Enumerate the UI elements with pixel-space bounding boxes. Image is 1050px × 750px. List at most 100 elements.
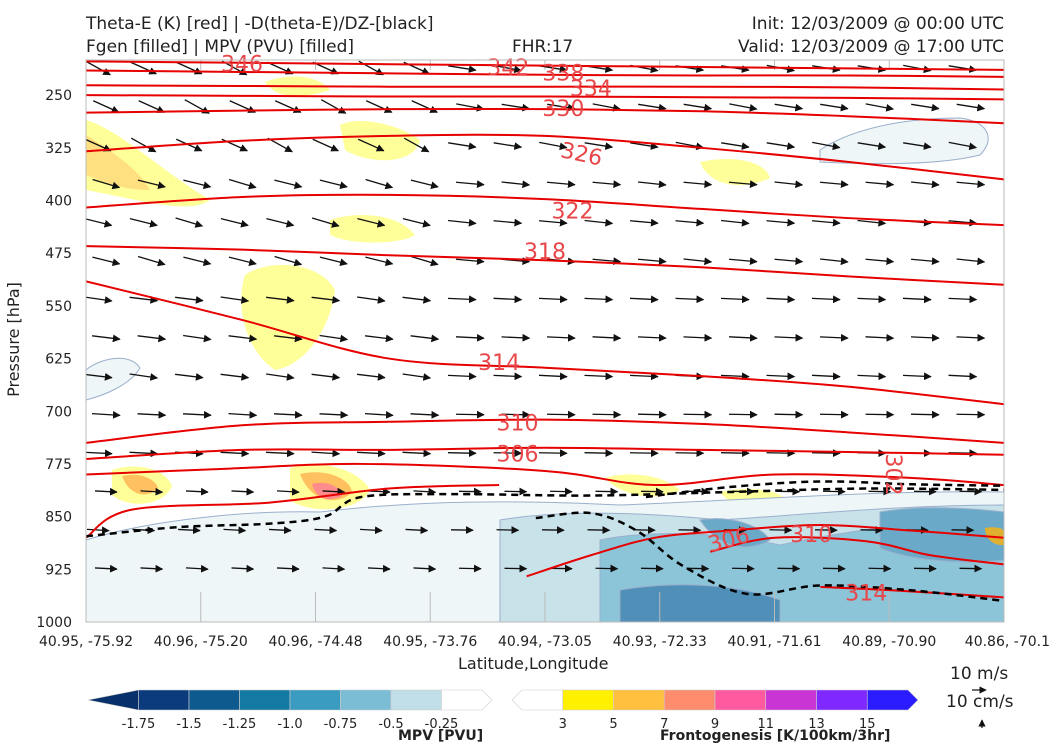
wind-vector xyxy=(410,334,440,343)
wind-vector xyxy=(175,217,204,228)
wind-vector xyxy=(319,410,349,419)
y-tick-label: 475 xyxy=(45,246,72,262)
wind-vector xyxy=(410,410,440,419)
wind-vector xyxy=(546,333,576,342)
y-tick-label: 400 xyxy=(45,194,72,210)
wind-vector xyxy=(766,372,796,381)
wind-vector xyxy=(322,564,346,573)
wind-vector xyxy=(584,295,614,304)
wind-vector xyxy=(865,333,895,342)
wind-vector xyxy=(812,141,841,151)
wind-vector xyxy=(137,179,166,189)
wind-vector xyxy=(405,526,429,535)
fgen-colorbar-tick: 7 xyxy=(660,717,668,732)
wind-vector xyxy=(312,138,339,152)
wind-vector xyxy=(538,372,568,381)
wind-vector xyxy=(357,296,386,304)
wind-vector xyxy=(911,103,940,112)
wind-vector xyxy=(183,334,212,343)
wind-vector xyxy=(276,564,300,573)
filled-fields xyxy=(86,76,1004,622)
wind-vector xyxy=(728,333,758,342)
wind-vector xyxy=(811,372,841,381)
wind-vector xyxy=(92,256,121,266)
wind-vector xyxy=(592,103,622,112)
wind-vector xyxy=(231,564,255,573)
wind-vector xyxy=(402,373,432,381)
wind-vector xyxy=(584,218,614,227)
wind-vector xyxy=(319,179,348,189)
fgen-colorbar-swatch xyxy=(613,689,665,711)
theta-e-contour xyxy=(86,133,1004,181)
contour-label: 310 xyxy=(496,411,538,436)
y-axis-label: Pressure [hPa] xyxy=(3,282,23,397)
wind-vector xyxy=(683,103,713,112)
wind-vector xyxy=(175,295,204,304)
wind-vector xyxy=(86,138,112,152)
wind-vector xyxy=(539,141,568,151)
y-tick-label: 625 xyxy=(45,352,72,368)
fgen-blob xyxy=(700,158,770,186)
contour-label: 330 xyxy=(542,97,584,122)
x-tick-label: 40.96, -74.48 xyxy=(268,634,362,650)
wind-vector xyxy=(274,255,303,267)
wind-vector xyxy=(948,295,978,304)
wind-vector xyxy=(365,100,393,113)
x-tick-label: 40.96, -75.20 xyxy=(154,634,248,650)
wind-vector xyxy=(410,179,439,189)
wind-vector xyxy=(910,333,940,342)
wind-vector xyxy=(129,449,159,458)
mpv-blob xyxy=(879,507,1004,563)
wind-vector xyxy=(138,100,165,113)
wind-vector xyxy=(86,449,113,458)
mpv-colorbar-swatch xyxy=(340,689,392,711)
wind-vector xyxy=(766,142,796,150)
plot-frame xyxy=(85,59,1005,623)
wind-vector xyxy=(902,372,932,381)
wind-vector xyxy=(402,449,432,458)
wind-vector xyxy=(683,257,713,266)
contour-label: 310 xyxy=(790,523,832,548)
wind-vector xyxy=(493,218,523,227)
wind-vector xyxy=(91,411,121,419)
fgen-blob xyxy=(241,264,335,370)
mpv-blob xyxy=(699,518,771,548)
wind-vector xyxy=(274,179,303,189)
wind-vector xyxy=(774,257,804,265)
mpv-colorbar-swatch xyxy=(390,689,442,711)
wind-vector xyxy=(493,372,523,381)
wind-vector xyxy=(902,295,932,304)
wind-vector xyxy=(129,373,159,381)
contour-label: 334 xyxy=(570,77,612,102)
wind-vector xyxy=(911,180,940,189)
x-tick-label: 40.89, -70.90 xyxy=(842,634,936,650)
wind-vector xyxy=(411,100,438,113)
wind-vector xyxy=(720,449,750,458)
wind-vector xyxy=(86,296,113,304)
contour-label: 322 xyxy=(552,199,594,224)
wind-vector xyxy=(448,65,477,73)
wind-vector xyxy=(948,141,978,151)
wind-vector xyxy=(819,333,849,342)
theta-e-contour xyxy=(86,484,500,539)
fgen-blob xyxy=(330,215,415,243)
wind-vector xyxy=(865,257,895,265)
x-tick-label: 40.95, -75.92 xyxy=(39,634,133,650)
wind-vector xyxy=(948,372,978,381)
fgen-blob xyxy=(340,120,420,161)
wind-vector xyxy=(455,333,485,342)
wind-vector xyxy=(857,372,887,381)
wind-vector xyxy=(637,410,667,419)
fgen-colorbar-tick: 3 xyxy=(559,717,567,732)
wind-vector xyxy=(774,103,804,112)
wind-vector xyxy=(322,487,346,496)
mpv-colorbar-swatch xyxy=(188,689,240,711)
wind-vector xyxy=(683,333,713,342)
fgen-blob xyxy=(86,135,150,190)
wind-vector xyxy=(410,255,439,267)
wind-vector xyxy=(629,218,659,227)
wind-vector xyxy=(183,256,212,266)
mpv-colorbar-tick: -1.0 xyxy=(277,717,302,732)
init-time: Init: 12/03/2009 @ 00:00 UTC xyxy=(751,14,1004,34)
fgen-colorbar-swatch xyxy=(866,689,919,711)
